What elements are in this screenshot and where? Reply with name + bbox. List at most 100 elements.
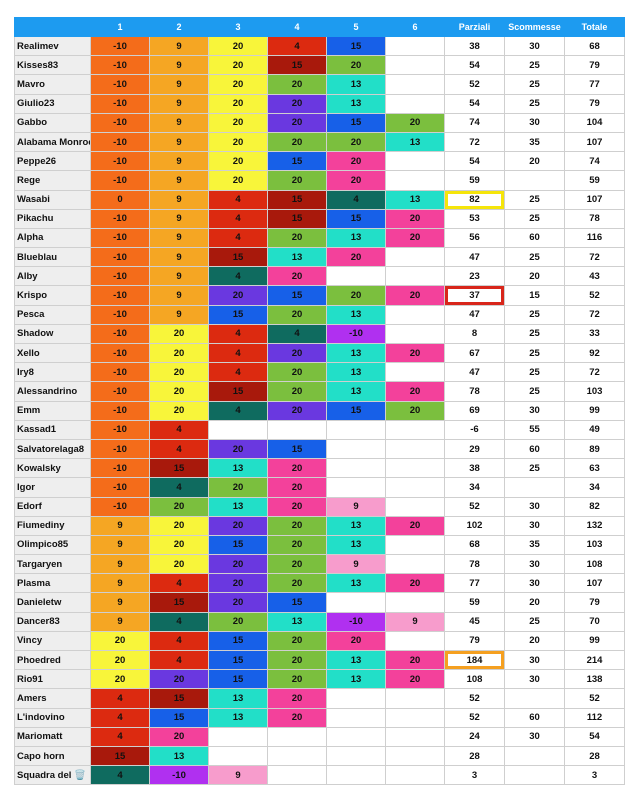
row: Pikachu -10 9 4 15 15 20 53 25 78 [14,208,625,229]
scommesse [504,688,565,709]
scommesse: 20 [504,151,565,172]
scommesse: 60 [504,438,565,460]
row: Danieletw 9 15 20 15 59 20 79 [14,592,625,613]
row: Wasabi 0 9 4 15 4 13 82 25 107 [14,189,625,210]
player-name: Shadow [14,323,91,345]
parziali: 68 [444,534,505,556]
round-score: -10 [90,247,150,268]
round-score: 13 [326,381,386,402]
round-score: 20 [267,227,327,249]
round-score [385,151,445,172]
player-name: Alpha [14,227,91,249]
round-score [267,419,327,440]
round-score: 9 [149,189,209,210]
scommesse: 30 [504,400,565,421]
parziali: 74 [444,112,505,133]
round-score [208,745,268,767]
row: Kisses83 -10 9 20 15 20 54 25 79 [14,55,625,76]
round-score: 20 [267,515,327,536]
totale: 89 [564,438,625,460]
round-score [208,419,268,440]
header-cell: Parziali [444,17,505,37]
round-score: 13 [326,515,386,536]
totale: 70 [564,611,625,632]
round-score: 4 [90,765,150,786]
row: Kowalsky -10 15 13 20 38 25 63 [14,458,625,479]
scommesse: 35 [504,534,565,556]
round-score: 4 [149,477,209,498]
round-score [267,765,327,786]
scommesse [504,745,565,767]
round-score: 9 [149,266,209,287]
round-score: 13 [208,458,268,479]
round-score: 9 [90,611,150,632]
round-score [385,707,445,728]
round-score: -10 [90,362,150,383]
totale: 52 [564,285,625,306]
scommesse: 20 [504,630,565,652]
scommesse: 30 [504,649,565,671]
round-score: 9 [149,208,209,229]
parziali: 108 [444,669,505,690]
round-score [326,477,386,498]
round-score: 9 [149,227,209,249]
round-score [385,765,445,786]
round-score: 9 [149,55,209,76]
round-score: 4 [149,611,209,632]
round-score [385,304,445,325]
round-score: -10 [90,323,150,345]
round-score: 20 [267,400,327,421]
round-score: 20 [149,342,209,364]
round-score: -10 [90,170,150,191]
round-score: 13 [326,304,386,325]
round-score: -10 [90,419,150,440]
round-score: 9 [326,496,386,517]
row: Edorf -10 20 13 20 9 52 30 82 [14,496,625,517]
round-score: 15 [90,745,150,767]
player-name: Edorf [14,496,91,517]
round-score: 9 [90,592,150,613]
round-score: 4 [149,649,209,671]
scommesse: 30 [504,35,565,57]
row: Giulio23 -10 9 20 20 13 54 25 79 [14,93,625,114]
totale: 74 [564,151,625,172]
round-score: 9 [149,131,209,153]
round-score: 15 [267,438,327,460]
round-score: 20 [385,227,445,249]
round-score: 4 [149,630,209,652]
round-score: 15 [267,151,327,172]
round-score: 13 [326,342,386,364]
round-score: 13 [208,688,268,709]
parziali: 45 [444,611,505,632]
player-name: Fiumediny [14,515,91,536]
player-name: Danieletw [14,592,91,613]
round-score: 20 [208,74,268,95]
round-score: 15 [149,707,209,728]
round-score: 4 [208,189,268,210]
parziali: 54 [444,55,505,76]
totale: 78 [564,208,625,229]
totale: 99 [564,630,625,652]
parziali: 52 [444,688,505,709]
scommesse: 30 [504,726,565,747]
round-score: 13 [326,74,386,95]
round-score: 20 [267,266,327,287]
round-score [326,592,386,613]
round-score: 15 [208,649,268,671]
row: Dancer83 9 4 20 13 -10 9 45 25 70 [14,611,625,632]
round-score: 13 [149,745,209,767]
header-cell: 5 [326,17,386,37]
row: Igor -10 4 20 20 34 34 [14,477,625,498]
round-score: 15 [149,592,209,613]
round-score [326,458,386,479]
round-score: 15 [208,304,268,325]
round-score: -10 [90,93,150,114]
parziali: 82 [444,189,505,210]
round-score: 20 [90,630,150,652]
round-score [267,726,327,747]
scommesse [504,765,565,786]
round-score: 20 [208,554,268,575]
round-score [385,247,445,268]
round-score: 20 [385,515,445,536]
player-name: Mavro [14,74,91,95]
